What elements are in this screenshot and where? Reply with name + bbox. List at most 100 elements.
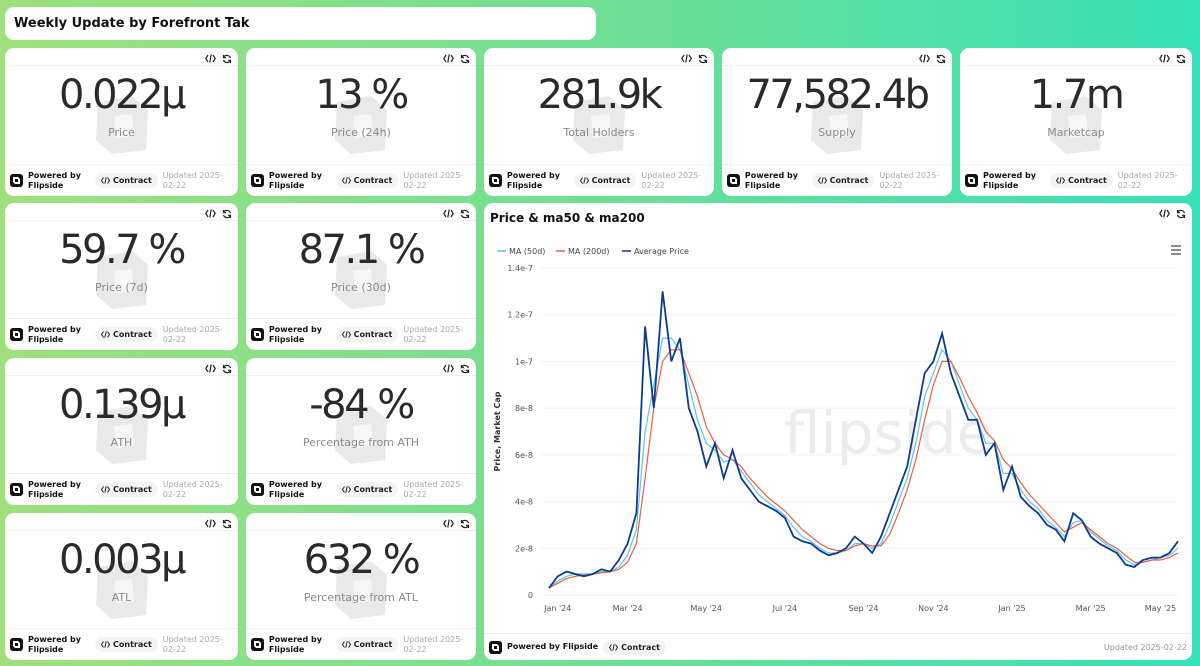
updated-date: Updated 2025-02-22 [641, 170, 702, 190]
logo-bg [251, 328, 264, 341]
watermark-inner [1068, 114, 1088, 138]
code-icon [205, 364, 216, 373]
contract-button[interactable]: Contract [335, 637, 399, 652]
contract-label: Contract [591, 176, 631, 185]
contract-button[interactable]: Contract [335, 173, 399, 188]
refresh-button[interactable] [936, 54, 946, 64]
metric-value: 632 % [303, 537, 421, 583]
metric-label: Supply [818, 126, 856, 139]
x-tick-label: Mar '25 [1076, 604, 1106, 613]
y-tick-label: 1e-7 [515, 357, 533, 366]
contract-label: Contract [113, 176, 152, 185]
flipside-logo [10, 638, 23, 651]
code-icon [205, 54, 216, 63]
card-tools [205, 364, 232, 374]
code-button[interactable] [205, 519, 216, 528]
refresh-button[interactable] [460, 519, 470, 529]
logo-bg [489, 640, 502, 654]
refresh-icon [222, 209, 232, 219]
powered-by: Powered by Flipside [268, 479, 322, 499]
metric-label: Price (24h) [331, 126, 391, 139]
separator [246, 530, 476, 531]
contract-button[interactable]: Contract [573, 173, 637, 188]
contract-button[interactable]: Contract [95, 327, 158, 342]
y-tick-label: 0 [528, 591, 533, 600]
metric-label: Price (7d) [95, 281, 148, 294]
code-button[interactable] [1159, 209, 1170, 218]
refresh-button[interactable] [222, 54, 232, 64]
contract-label: Contract [353, 485, 393, 494]
watermark-logo [335, 96, 387, 154]
contract-button[interactable]: Contract [811, 173, 875, 188]
code-icon [1159, 54, 1170, 63]
code-glyph [341, 486, 351, 493]
refresh-button[interactable] [222, 519, 232, 529]
refresh-button[interactable] [698, 54, 708, 64]
refresh-button[interactable] [1176, 209, 1186, 219]
contract-button[interactable]: Contract [335, 327, 399, 342]
code-button[interactable] [205, 54, 216, 63]
legend-label: MA (50d) [509, 247, 545, 256]
updated-date: Updated 2025-02-22 [162, 324, 223, 344]
watermark-logo [573, 96, 625, 154]
logo-mark [13, 641, 20, 648]
code-button[interactable] [919, 54, 930, 63]
logo-bg [965, 174, 978, 187]
code-icon [341, 641, 351, 648]
watermark-inner [113, 114, 134, 138]
code-button[interactable] [205, 364, 216, 373]
contract-button[interactable]: Contract [95, 637, 158, 652]
metric-card: 1.7m Marketcap Powered by Flipside Contract… [960, 48, 1192, 196]
code-icon [101, 486, 110, 493]
card-tools [1159, 54, 1186, 64]
flipside-logo [10, 328, 23, 341]
powered-by: Powered by Flipside [268, 170, 322, 190]
refresh-button[interactable] [460, 54, 470, 64]
separator [246, 65, 476, 66]
code-button[interactable] [443, 364, 454, 373]
code-icon [101, 641, 110, 648]
contract-button[interactable]: Contract [95, 482, 158, 497]
y-axis-label: Price, Market Cap [493, 391, 502, 471]
code-button[interactable] [443, 209, 454, 218]
chart: flipside 0 2e-8 4e-8 6e-8 8e-8 1e-7 1.2e-7 1.4e-… [493, 245, 1181, 613]
logo-bg [251, 174, 264, 187]
separator [246, 220, 476, 221]
refresh-button[interactable] [1176, 54, 1186, 64]
card-footer: Powered by Flipside Contract Updated 2025-… [960, 164, 1192, 196]
code-button[interactable] [1159, 54, 1170, 63]
card-tools [205, 519, 232, 529]
code-button[interactable] [205, 209, 216, 218]
refresh-icon [936, 54, 946, 64]
refresh-button[interactable] [222, 209, 232, 219]
code-glyph [341, 331, 351, 338]
logo-mark [492, 177, 499, 184]
code-button[interactable] [681, 54, 692, 63]
code-glyph [817, 177, 827, 184]
code-button[interactable] [443, 519, 454, 528]
x-tick-label: Mar '24 [613, 604, 643, 613]
logo-bg [10, 638, 23, 651]
watermark-logo [95, 406, 148, 464]
refresh-button[interactable] [222, 364, 232, 374]
watermark-inner [591, 114, 611, 138]
contract-button[interactable]: Contract [95, 173, 158, 188]
code-glyph [101, 177, 110, 184]
metric-card: -84 % Percentage from ATH Powered by Flips… [246, 358, 476, 505]
contract-button[interactable]: Contract [603, 639, 666, 655]
updated-date: Updated 2025-02-22 [403, 479, 464, 499]
code-button[interactable] [443, 54, 454, 63]
logo-bg [10, 483, 23, 496]
x-tick-label: May '25 [1145, 604, 1176, 613]
logo-mark [13, 486, 20, 493]
watermark-inner [353, 269, 373, 293]
refresh-button[interactable] [460, 209, 470, 219]
contract-button[interactable]: Contract [1050, 173, 1113, 188]
refresh-button[interactable] [460, 364, 470, 374]
chart-menu-button[interactable] [1171, 245, 1181, 255]
watermark-inner [353, 424, 373, 448]
powered-by: Powered by Flipside [506, 170, 560, 190]
flipside-logo [965, 174, 978, 187]
contract-button[interactable]: Contract [335, 482, 399, 497]
powered-by: Powered by Flipside [28, 634, 81, 654]
